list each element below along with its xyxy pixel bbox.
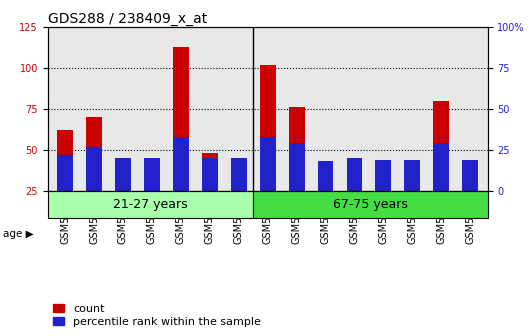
Text: 67-75 years: 67-75 years: [333, 198, 408, 211]
Bar: [48, 191, 253, 218]
Bar: [231, 158, 246, 191]
Bar: [202, 158, 218, 191]
Bar: [434, 101, 449, 191]
Bar: [375, 160, 391, 191]
Bar: [57, 130, 73, 191]
Bar: [347, 158, 363, 191]
Bar: [260, 137, 276, 191]
Bar: [462, 188, 478, 191]
Bar: [173, 137, 189, 191]
Text: age ▶: age ▶: [3, 228, 33, 239]
Text: GDS288 / 238409_x_at: GDS288 / 238409_x_at: [48, 12, 207, 26]
Bar: [404, 183, 420, 191]
Bar: [231, 183, 246, 191]
Bar: [404, 160, 420, 191]
Bar: [86, 117, 102, 191]
Bar: [317, 188, 333, 191]
Bar: [317, 162, 333, 191]
Bar: [144, 186, 160, 191]
Legend: count, percentile rank within the sample: count, percentile rank within the sample: [53, 303, 261, 327]
Bar: [173, 47, 189, 191]
Bar: [57, 155, 73, 191]
Bar: [115, 163, 131, 191]
Bar: [202, 153, 218, 191]
Bar: [260, 65, 276, 191]
Bar: [115, 158, 131, 191]
Bar: [144, 158, 160, 191]
Text: 21-27 years: 21-27 years: [113, 198, 188, 211]
Bar: [86, 147, 102, 191]
Bar: [253, 191, 488, 218]
Bar: [434, 143, 449, 191]
Bar: [347, 184, 363, 191]
Bar: [375, 173, 391, 191]
Bar: [462, 160, 478, 191]
Bar: [289, 143, 305, 191]
Bar: [289, 107, 305, 191]
